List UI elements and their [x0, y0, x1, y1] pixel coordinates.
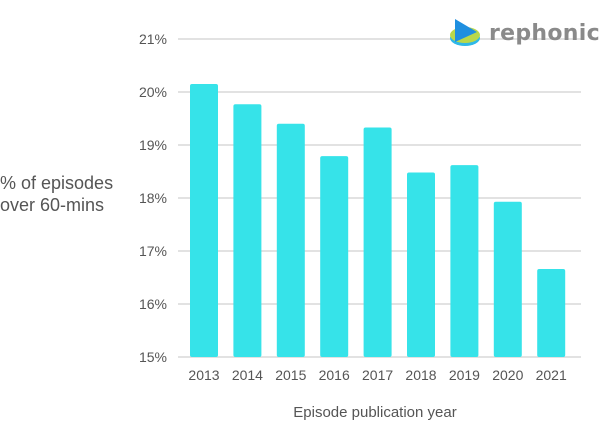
- y-axis-label-line-2: over 60-mins: [0, 195, 105, 215]
- x-axis-label: Episode publication year: [293, 404, 457, 421]
- bar-2017: [363, 127, 392, 357]
- y-tick-label: 19%: [139, 137, 167, 153]
- x-tick-label: 2020: [492, 367, 523, 383]
- y-axis-label: % of episodes over 60-mins: [0, 172, 113, 216]
- rephonic-play-disc-icon: [450, 19, 480, 46]
- y-tick-label: 17%: [139, 243, 167, 259]
- x-tick-label: 2015: [275, 367, 306, 383]
- y-tick-label: 20%: [139, 84, 167, 100]
- x-tick-label: 2018: [405, 367, 436, 383]
- x-tick-label: 2021: [536, 367, 567, 383]
- bar-2015: [276, 123, 305, 357]
- bar-2020: [493, 201, 522, 357]
- bar-2019: [450, 165, 479, 357]
- bar-2014: [233, 104, 262, 357]
- bar-2021: [537, 269, 566, 357]
- x-tick-label: 2016: [319, 367, 350, 383]
- rephonic-logo: rephonic: [449, 18, 600, 48]
- x-tick-label: 2013: [188, 367, 219, 383]
- y-axis-label-line-1: % of episodes: [0, 173, 114, 193]
- bar-2018: [407, 172, 435, 357]
- y-tick-label: 16%: [139, 296, 167, 312]
- y-tick-label: 21%: [139, 31, 167, 47]
- x-tick-label: 2014: [232, 367, 263, 383]
- bar-2016: [320, 156, 349, 357]
- x-tick-label: 2019: [449, 367, 480, 383]
- y-tick-label: 18%: [139, 190, 167, 206]
- logo-text: rephonic: [489, 20, 600, 46]
- y-tick-label: 15%: [139, 349, 167, 365]
- x-tick-label: 2017: [362, 367, 393, 383]
- bar-2013: [190, 84, 218, 358]
